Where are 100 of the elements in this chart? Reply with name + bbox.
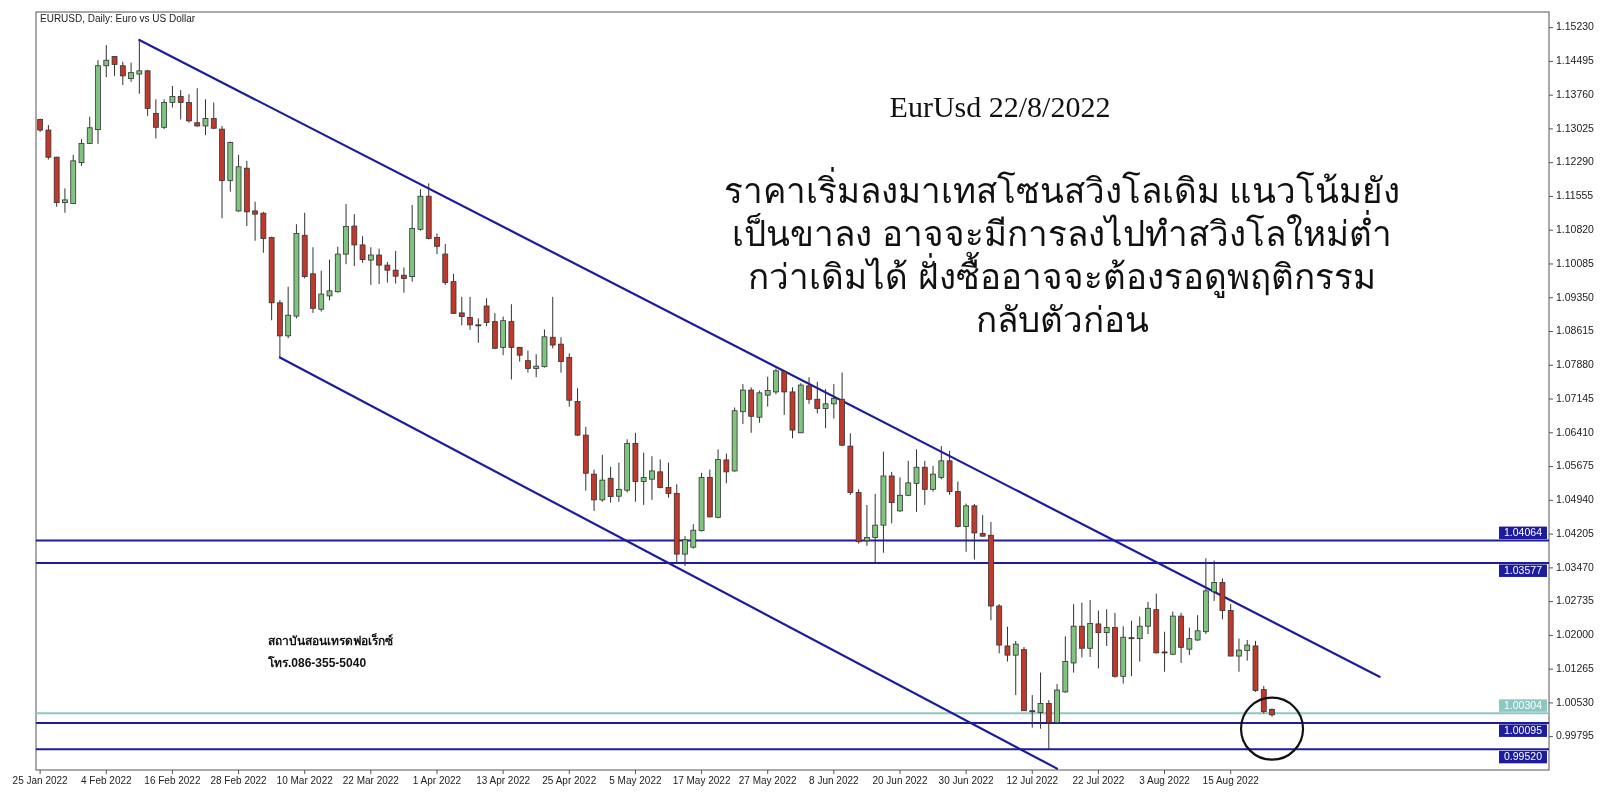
candlestick <box>119 61 126 86</box>
y-tick-label: 1.12290 <box>1556 155 1595 168</box>
candlestick <box>1186 627 1193 656</box>
y-tick-label: 1.05675 <box>1556 459 1595 472</box>
candlestick <box>1145 601 1151 635</box>
x-tick-label: 25 Jan 2022 <box>12 775 69 786</box>
x-tick-label: 15 Aug 2022 <box>1202 775 1260 786</box>
x-tick-label: 5 May 2022 <box>609 775 662 786</box>
candlestick <box>1260 685 1267 714</box>
text: EurUsd 22/8/2022 <box>889 90 1111 123</box>
y-tick-label: 1.04205 <box>1556 526 1595 539</box>
candlestick <box>1095 610 1102 669</box>
candlestick <box>86 116 93 145</box>
y-tick-label: 1.03470 <box>1556 560 1595 573</box>
x-tick-label: 20 Jun 2022 <box>872 775 928 786</box>
x-tick-label: 16 Feb 2022 <box>144 775 201 786</box>
x-tick-label: 25 Apr 2022 <box>542 775 597 786</box>
chart-title: EURUSD, Daily: Euro vs US Dollar <box>40 13 196 24</box>
ref-line-label: 1.03577 <box>1504 563 1543 576</box>
candlestick <box>136 39 143 95</box>
candlestick <box>558 336 564 374</box>
candlestick <box>1078 602 1085 658</box>
x-tick-label: 17 May 2022 <box>672 775 731 786</box>
candlestick <box>649 455 655 501</box>
candlestick <box>963 503 969 553</box>
candlestick <box>682 535 688 567</box>
candlestick <box>864 504 870 547</box>
candlestick <box>872 493 879 564</box>
x-tick-label: 10 Mar 2022 <box>276 775 334 786</box>
candlestick <box>806 376 812 405</box>
x-tick-label: 13 Apr 2022 <box>476 775 531 786</box>
candlestick <box>367 246 374 286</box>
y-tick-label: 1.14495 <box>1556 54 1595 67</box>
y-tick-label: 1.02735 <box>1556 594 1595 607</box>
x-tick-label: 1 Apr 2022 <box>412 775 462 786</box>
candlestick <box>103 44 110 78</box>
candlestick <box>723 452 730 484</box>
candlestick <box>376 248 382 285</box>
candlestick <box>252 201 258 242</box>
annotation: สถาบันสอนเทรดฟอเร็กซ์ <box>268 634 393 648</box>
candlestick <box>326 259 333 301</box>
candlestick <box>111 55 118 77</box>
candlestick <box>1004 626 1011 663</box>
x-tick-label: 8 Jun 2022 <box>809 775 860 786</box>
candlestick <box>549 296 556 349</box>
ref-line-label: 1.04064 <box>1504 525 1543 538</box>
candlestick <box>979 514 986 538</box>
candlestick <box>62 187 68 214</box>
candlestick <box>475 317 482 344</box>
ref-line-label: 1.00304 <box>1504 698 1543 711</box>
candlestick <box>930 465 936 493</box>
x-tick-label: 3 Aug 2022 <box>1139 775 1191 786</box>
candlestick <box>169 85 176 109</box>
candlestick <box>1029 694 1036 729</box>
candlestick <box>434 232 440 255</box>
candlestick <box>1236 638 1242 673</box>
candlestick <box>467 296 473 331</box>
candlestick <box>1161 631 1168 673</box>
ref-line-label: 1.00095 <box>1504 723 1543 736</box>
candlestick <box>351 213 358 267</box>
candlestick <box>607 466 614 504</box>
candlestick <box>1103 608 1110 647</box>
ref-line-label: 0.99520 <box>1504 750 1543 763</box>
y-tick-label: 1.13760 <box>1556 87 1595 100</box>
candlestick <box>202 98 209 136</box>
x-tick-label: 12 Jul 2022 <box>1006 775 1059 786</box>
candlestick <box>194 87 201 128</box>
candlestick <box>905 460 912 497</box>
candlestick <box>1211 560 1218 602</box>
candlestick <box>657 458 664 489</box>
candlestick <box>401 266 407 294</box>
candlestick <box>483 297 490 327</box>
candlestick <box>913 448 920 513</box>
y-tick-label: 1.13025 <box>1556 121 1595 134</box>
y-tick-label: 1.01265 <box>1556 661 1595 674</box>
candlestick <box>285 286 292 339</box>
y-tick-label: 1.10820 <box>1556 222 1595 235</box>
candlestick <box>599 454 606 503</box>
candlestick <box>153 98 159 139</box>
candlestick <box>830 383 837 420</box>
candlestick <box>128 62 134 83</box>
y-tick-label: 1.10085 <box>1556 256 1595 269</box>
x-tick-label: 4 Feb 2022 <box>80 775 133 786</box>
candlestick <box>640 452 647 506</box>
candlestick <box>764 376 771 408</box>
candlestick <box>1045 699 1052 750</box>
x-tick-label: 27 May 2022 <box>738 775 798 786</box>
candlestick <box>186 93 192 124</box>
y-tick-label: 1.07880 <box>1556 358 1595 371</box>
candlestick <box>1244 639 1251 662</box>
candlestick <box>1037 672 1044 730</box>
candlestick <box>1012 640 1019 696</box>
candlestick <box>1194 614 1201 642</box>
y-tick-label: 1.04940 <box>1556 493 1595 506</box>
candlestick <box>740 383 746 425</box>
candlestick <box>616 462 622 503</box>
candlestick <box>359 235 366 264</box>
candlestick <box>318 270 325 313</box>
y-tick-label: 1.00530 <box>1556 695 1595 708</box>
x-tick-label: 28 Feb 2022 <box>210 775 268 786</box>
